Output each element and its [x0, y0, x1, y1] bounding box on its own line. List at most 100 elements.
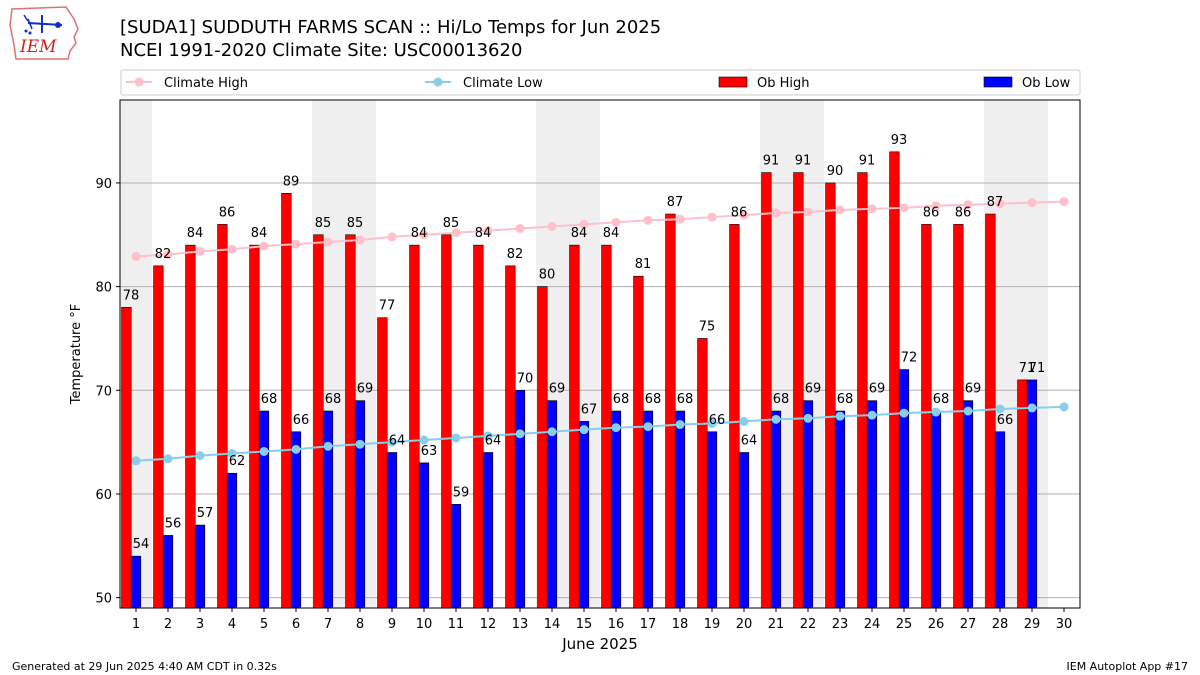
x-tick-label: 13 [512, 617, 529, 632]
climate-low-point [867, 410, 877, 420]
ob-high-label: 89 [283, 174, 300, 189]
climate-high-point [707, 212, 717, 222]
ob-high-bar [953, 224, 964, 609]
x-tick-label: 19 [704, 617, 721, 632]
ob-high-bar [633, 275, 644, 609]
x-tick-label: 23 [832, 617, 849, 632]
climate-low-point [387, 437, 397, 447]
ob-high-label: 91 [795, 154, 812, 169]
climate-low-point [995, 404, 1005, 414]
chart-title-line1: [SUDA1] SUDDUTH FARMS SCAN :: Hi/Lo Temp… [120, 17, 662, 38]
plot-frame [119, 99, 1081, 609]
ob-high-label: 93 [891, 133, 908, 148]
ob-low-bar [386, 452, 398, 609]
ob-high-label: 82 [155, 247, 172, 262]
climate-low-point [227, 449, 237, 459]
x-tick-label: 1 [132, 617, 140, 632]
climate-high-point [515, 224, 525, 234]
x-tick-label: 10 [416, 617, 433, 632]
ob-high-label: 85 [443, 216, 460, 231]
ob-low-label: 64 [485, 433, 502, 448]
ob-high-label: 84 [603, 226, 620, 241]
legend-box [120, 69, 1081, 96]
ob-low-bar [834, 410, 846, 609]
climate-high-point [771, 208, 781, 218]
ob-high-label: 87 [667, 195, 684, 210]
ob-low-label: 59 [453, 485, 470, 500]
ob-low-bar [162, 535, 174, 609]
climate-high-point [931, 201, 941, 211]
ob-high-bar [537, 286, 548, 609]
ob-low-bar [866, 400, 878, 609]
x-tick-label: 21 [768, 617, 785, 632]
climate-low-point [963, 406, 973, 416]
ob-low-bar [898, 369, 910, 609]
ob-low-label: 70 [517, 371, 534, 386]
climate-high-point [163, 249, 173, 259]
y-tick-label: 80 [95, 281, 112, 296]
ob-low-bar [226, 472, 238, 609]
x-tick-label: 6 [292, 617, 300, 632]
x-tick-label: 18 [672, 617, 689, 632]
ob-high-bar [729, 224, 740, 609]
climate-low-point [1027, 403, 1037, 413]
ob-low-label: 67 [581, 402, 598, 417]
ob-low-label: 68 [325, 392, 342, 407]
ob-low-label: 54 [133, 537, 150, 552]
ob-high-label: 77 [379, 299, 396, 314]
ob-high-bar [313, 234, 324, 609]
x-tick-label: 27 [960, 617, 977, 632]
ob-high-label: 90 [827, 164, 844, 179]
ob-high-bar [473, 244, 484, 609]
climate-high-point [323, 237, 333, 247]
ob-high-bar [153, 265, 164, 609]
x-tick-label: 12 [480, 617, 497, 632]
climate-low-point [355, 439, 365, 449]
climate-high-point [1027, 198, 1037, 208]
x-axis-label: June 2025 [561, 635, 638, 653]
climate-high-point [835, 205, 845, 215]
ob-low-label: 71 [1029, 361, 1046, 376]
ob-low-bar [994, 431, 1006, 609]
ob-low-label: 69 [869, 382, 886, 397]
ob-low-bar [770, 410, 782, 609]
ob-high-label: 85 [315, 216, 332, 231]
x-tick-label: 4 [228, 617, 236, 632]
climate-high-point [355, 235, 365, 245]
ob-low-bar [514, 389, 526, 609]
ob-low-label: 69 [965, 382, 982, 397]
climate-high-point [259, 241, 269, 251]
ob-low-bar [290, 431, 302, 609]
climate-low-point [643, 422, 653, 432]
climate-high-point [739, 210, 749, 220]
x-tick-label: 17 [640, 617, 657, 632]
climate-high-point [803, 207, 813, 217]
ob-low-label: 68 [837, 392, 854, 407]
y-tick-label: 90 [95, 177, 112, 192]
x-tick-label: 25 [896, 617, 913, 632]
legend-ob-low-label: Ob Low [1022, 76, 1071, 91]
ob-high-bar [345, 234, 356, 609]
legend-climate-high-marker [134, 77, 144, 87]
climate-low-point [515, 429, 525, 439]
ob-high-bar [601, 244, 612, 609]
legend-climate-high-label: Climate High [164, 76, 248, 91]
ob-high-label: 81 [635, 257, 652, 272]
ob-high-label: 85 [347, 216, 364, 231]
ob-low-label: 72 [901, 351, 918, 366]
ob-high-bar [409, 244, 420, 609]
climate-low-point [259, 446, 269, 456]
x-tick-label: 16 [608, 617, 625, 632]
ob-low-bar [258, 410, 270, 609]
chart-title-line2: NCEI 1991-2020 Climate Site: USC00013620 [120, 40, 523, 61]
ob-low-bar [802, 400, 814, 609]
ob-low-label: 68 [613, 392, 630, 407]
x-tick-label: 15 [576, 617, 593, 632]
logo-text: IEM [19, 37, 57, 57]
ob-low-bar [1026, 379, 1038, 609]
ob-high-label: 71 [1019, 361, 1036, 376]
y-tick-label: 50 [95, 592, 112, 607]
climate-high-point [611, 217, 621, 227]
climate-high-point [1059, 197, 1069, 207]
x-tick-label: 29 [1024, 617, 1041, 632]
